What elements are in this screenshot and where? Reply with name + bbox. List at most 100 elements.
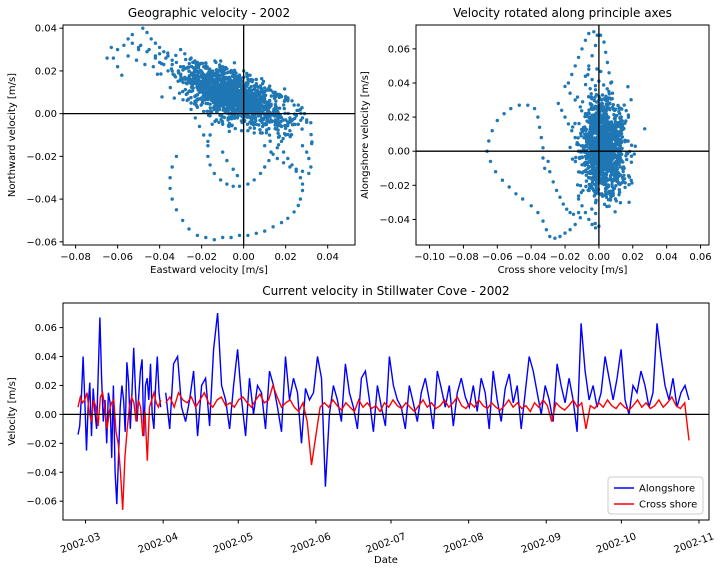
rot-point: [605, 163, 610, 168]
geo-point: [193, 116, 197, 120]
geo-point: [288, 134, 292, 139]
rot-point: [620, 126, 625, 131]
geo-point: [199, 75, 204, 80]
geo-point: [208, 69, 212, 73]
rot-point: [603, 160, 608, 165]
geo-point: [157, 52, 162, 56]
rot-point: [591, 113, 595, 118]
rot-point: [604, 50, 608, 54]
geo-point: [204, 61, 208, 65]
geo-point: [246, 233, 250, 238]
rot-point: [580, 163, 584, 167]
geo-point: [252, 87, 256, 92]
geo-point: [204, 77, 208, 82]
rot-point: [573, 98, 577, 102]
rot-point: [556, 101, 560, 106]
geo-point: [234, 98, 238, 102]
geo-point: [162, 62, 166, 67]
rot-point: [618, 120, 623, 124]
geo-point: [305, 150, 309, 154]
geo-point: [136, 45, 141, 50]
rot-point: [614, 107, 618, 111]
geo-point: [225, 158, 229, 163]
geo-point: [254, 122, 258, 127]
geo-point: [258, 105, 263, 109]
rot-point: [593, 125, 598, 129]
geo-point: [236, 79, 240, 83]
geo-xtick-label: −0.02: [186, 252, 217, 263]
geo-point: [284, 133, 288, 137]
geo-point: [254, 77, 258, 82]
geo-point: [296, 203, 300, 208]
rot-point: [583, 82, 588, 87]
geo-point: [275, 156, 279, 161]
geo-point: [222, 78, 226, 82]
geo-point: [204, 94, 208, 99]
rot-point: [603, 189, 608, 194]
geo-xtick-label: −0.08: [60, 252, 91, 263]
geo-point: [210, 99, 214, 103]
rot-point: [616, 180, 620, 184]
geo-point: [288, 116, 292, 120]
rot-point: [582, 146, 586, 150]
geo-point: [174, 154, 179, 159]
geo-point: [271, 225, 275, 229]
geo-point: [307, 171, 311, 176]
geo-point: [273, 126, 277, 131]
geo-point: [185, 98, 189, 103]
rot-ytick-label: 0.04: [388, 78, 410, 89]
rot-point: [613, 129, 617, 133]
rot-point: [622, 173, 626, 177]
geo-point: [206, 88, 210, 92]
geo-point: [231, 101, 235, 105]
rot-point: [630, 181, 634, 185]
rot-point: [610, 122, 614, 126]
rot-point: [606, 183, 610, 187]
rot-point: [599, 69, 603, 74]
geo-point: [250, 79, 254, 84]
rot-point: [584, 127, 588, 132]
geo-point: [246, 77, 250, 82]
rot-point: [565, 207, 569, 211]
geo-point: [294, 167, 298, 171]
rot-point: [554, 188, 559, 193]
rot-point: [521, 197, 525, 201]
rot-point: [600, 154, 605, 158]
rot-point: [495, 118, 499, 123]
rot-point: [619, 158, 623, 162]
geo-point: [279, 139, 284, 144]
geo-point: [300, 116, 305, 120]
geo-point: [260, 77, 264, 81]
geo-point: [139, 43, 143, 47]
ts-xtick-label: 2002-03: [59, 531, 102, 556]
rot-point: [593, 211, 598, 216]
rot-point: [604, 134, 608, 138]
geo-point: [201, 94, 205, 99]
rot-point: [625, 151, 629, 155]
geo-point: [215, 78, 219, 82]
rot-point: [608, 102, 612, 106]
rot-point: [627, 200, 631, 204]
geo-point: [214, 60, 218, 65]
geo-point: [258, 92, 262, 96]
rot-point: [590, 157, 594, 161]
rot-point: [592, 136, 597, 140]
ts-lines-group: [77, 313, 690, 510]
geo-point: [249, 92, 253, 97]
rot-point: [541, 156, 545, 160]
rot-point: [611, 173, 616, 177]
geo-point: [231, 114, 235, 118]
rot-point: [602, 202, 607, 206]
rot-point: [566, 81, 571, 85]
rot-point: [584, 138, 589, 142]
rot-point: [560, 108, 564, 113]
geo-point: [296, 122, 300, 127]
rot-point: [629, 98, 633, 102]
rot-point: [570, 157, 575, 161]
geo-point: [203, 82, 207, 86]
geo-point: [159, 72, 163, 76]
geo-point: [191, 71, 195, 75]
geo-point: [278, 106, 282, 110]
geo-point: [183, 87, 187, 92]
